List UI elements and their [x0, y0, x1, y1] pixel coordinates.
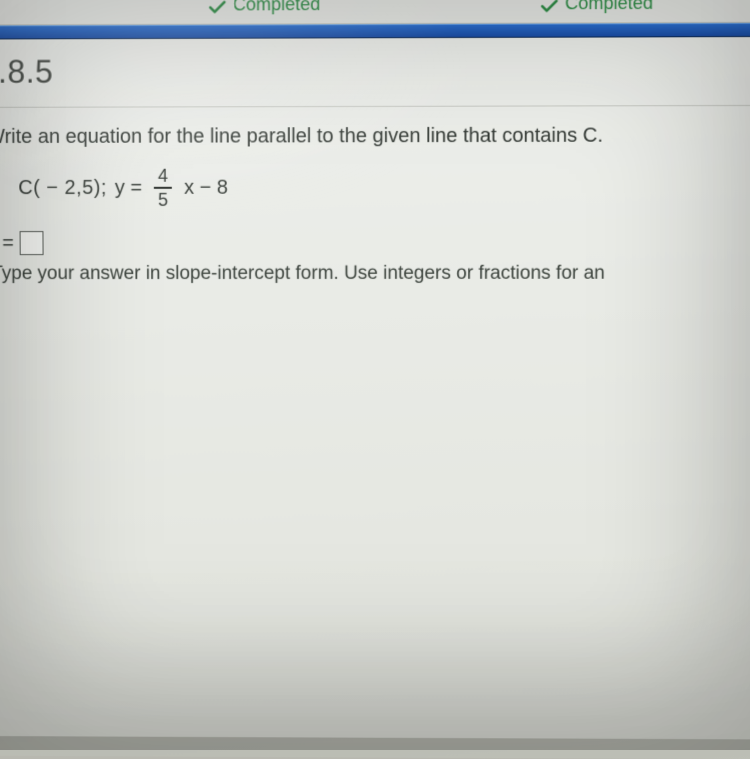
tab-completed-left[interactable]: Completed [99, 0, 430, 24]
tab-label: Completed [233, 0, 320, 15]
given-equation: C( − 2,5); y = 4 5 x − 8 [0, 166, 750, 231]
eq-suffix: x − 8 [184, 176, 228, 199]
answer-label: y = [0, 232, 14, 255]
fraction: 4 5 [154, 167, 172, 209]
answer-hint: (Type your answer in slope-intercept for… [0, 261, 750, 286]
question-number-box: 3.8.5 [0, 37, 750, 108]
check-icon [209, 0, 227, 12]
screen-surface: Completed Completed 3.8.5 Write an equat… [0, 0, 750, 759]
question-number: 3.8.5 [0, 51, 745, 91]
tab-label: Completed [565, 0, 653, 14]
fraction-numerator: 4 [154, 167, 172, 185]
fraction-bar [154, 187, 172, 189]
fraction-denominator: 5 [154, 191, 172, 209]
answer-input[interactable] [20, 231, 44, 255]
status-tabs-row: Completed Completed [0, 0, 750, 25]
tab-completed-right[interactable]: Completed [430, 0, 750, 23]
answer-row: y = [0, 230, 750, 261]
question-body: Write an equation for the line parallel … [0, 106, 750, 285]
question-prompt: Write an equation for the line parallel … [0, 122, 750, 167]
question-panel: 3.8.5 Write an equation for the line par… [0, 37, 750, 739]
check-icon [541, 0, 559, 11]
given-point: C( − 2,5); [18, 176, 107, 199]
eq-prefix: y = [115, 176, 142, 199]
